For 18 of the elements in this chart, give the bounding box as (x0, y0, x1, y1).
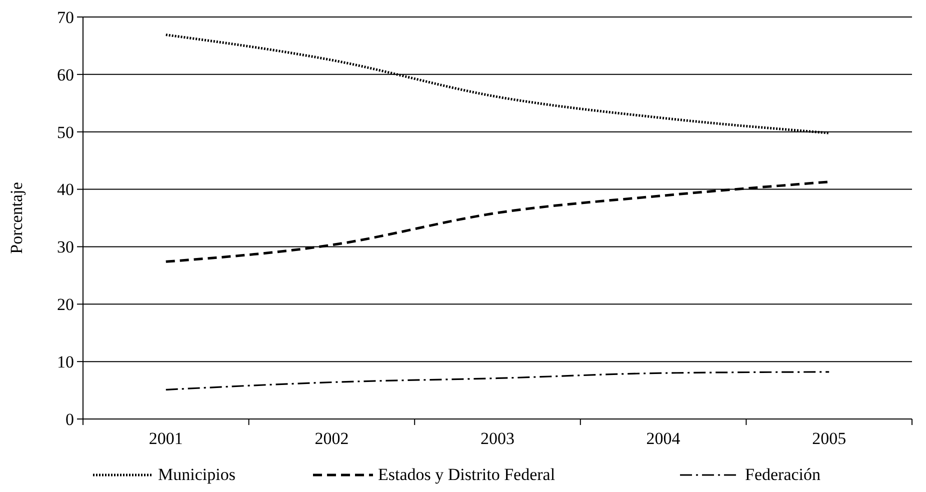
y-tick-label: 0 (66, 410, 74, 429)
legend-label: Federación (745, 465, 822, 484)
x-tick-label: 2002 (314, 429, 349, 448)
x-tick-label: 2005 (812, 429, 846, 448)
line-series (165, 371, 830, 391)
y-tick-label: 30 (57, 238, 74, 257)
y-tick-label: 10 (57, 352, 74, 372)
x-tick-label: 2003 (480, 429, 514, 448)
y-tick-label: 70 (57, 8, 74, 27)
x-tick-label: 2001 (148, 429, 183, 448)
legend-label: Estados y Distrito Federal (378, 465, 556, 484)
y-tick-label: 40 (57, 180, 74, 200)
y-tick-label: 60 (57, 65, 74, 84)
y-tick-label: 20 (57, 295, 74, 314)
x-tick-label: 2004 (646, 429, 681, 448)
y-tick-label: 50 (57, 122, 74, 142)
legend-label: Municipios (158, 465, 236, 484)
y-axis-title: Porcentaje (7, 182, 26, 254)
